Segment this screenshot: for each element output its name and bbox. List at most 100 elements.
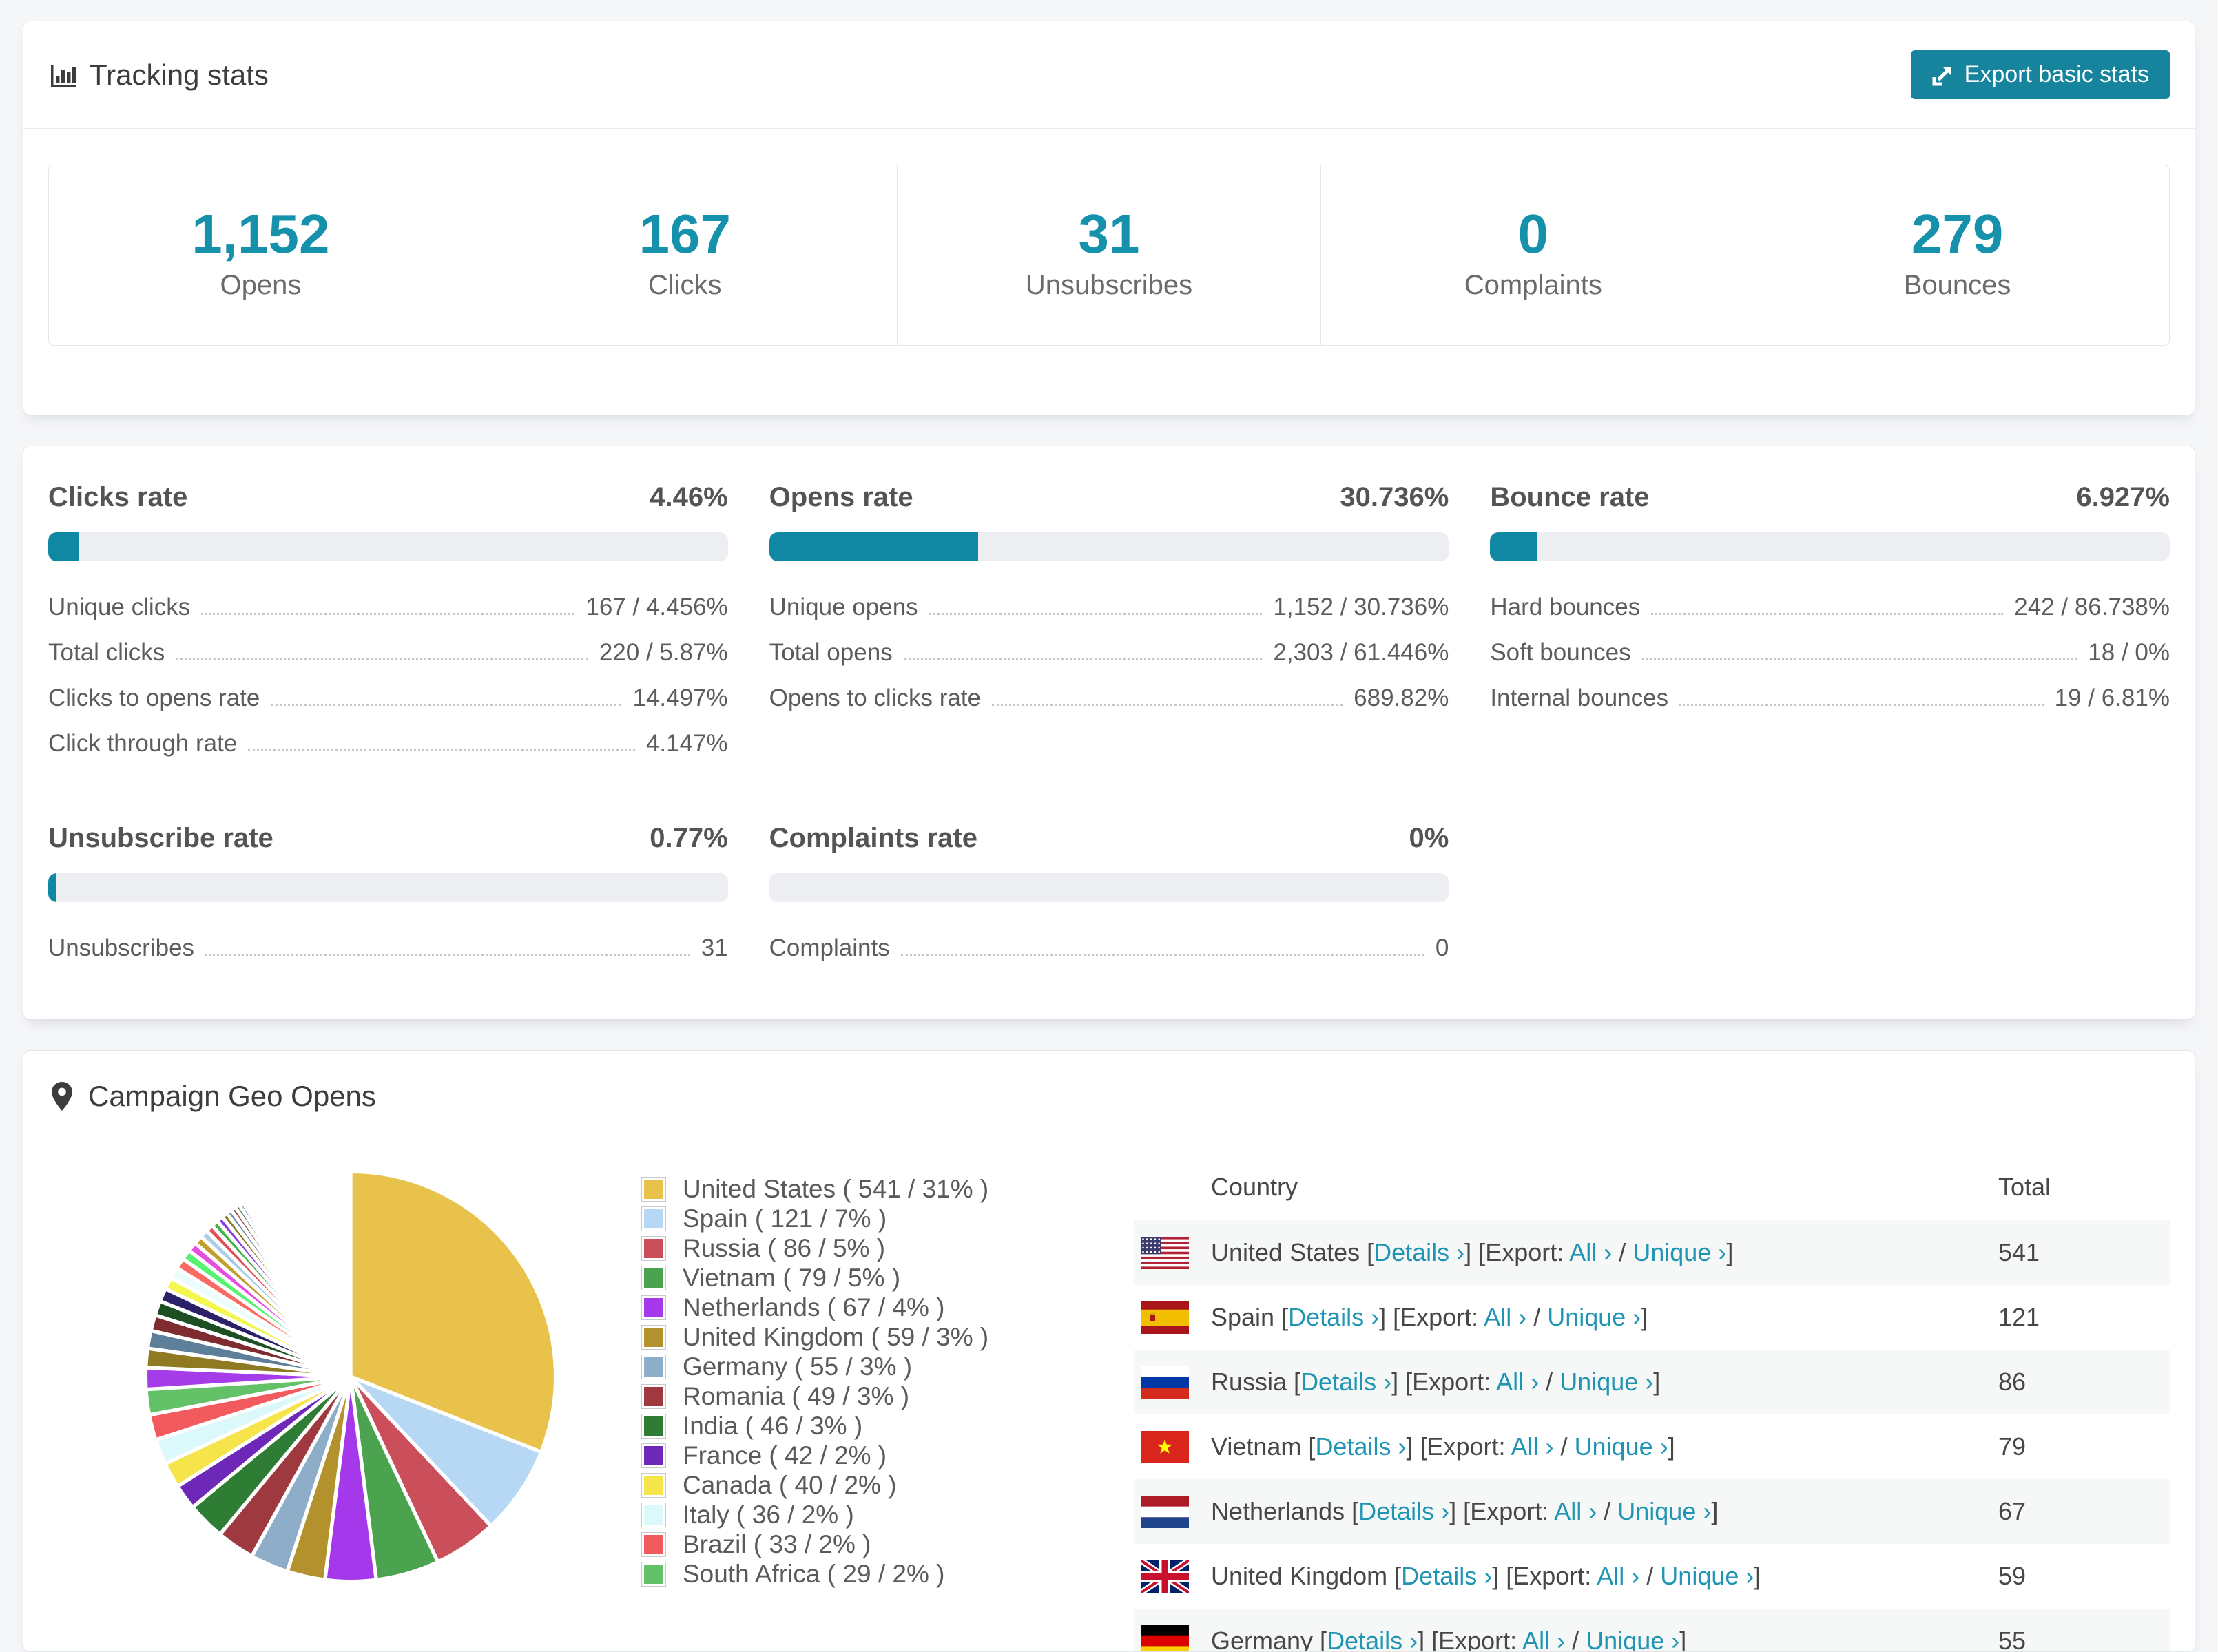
total-column-header: Total bbox=[1998, 1173, 2170, 1202]
country-name: United Kingdom bbox=[1211, 1562, 1387, 1590]
flag-es-icon bbox=[1141, 1301, 1189, 1334]
flag-de-icon bbox=[1141, 1625, 1189, 1652]
legend-item: United Kingdom ( 59 / 3% ) bbox=[641, 1322, 1082, 1352]
details-link[interactable]: Details › bbox=[1288, 1303, 1379, 1331]
rate-detail-value: 31 bbox=[701, 934, 728, 962]
export-all-link[interactable]: All › bbox=[1511, 1432, 1554, 1461]
summary-stat-value: 1,152 bbox=[49, 205, 473, 263]
export-unique-link[interactable]: Unique › bbox=[1575, 1432, 1668, 1461]
legend-label: Spain ( 121 / 7% ) bbox=[683, 1204, 887, 1233]
details-link[interactable]: Details › bbox=[1315, 1432, 1406, 1461]
legend-label: Italy ( 36 / 2% ) bbox=[683, 1501, 854, 1529]
rate-detail-label: Opens to clicks rate bbox=[769, 684, 981, 712]
summary-stat-value: 0 bbox=[1321, 205, 1745, 263]
export-unique-link[interactable]: Unique › bbox=[1547, 1303, 1641, 1331]
rate-detail-row: Total clicks 220 / 5.87% bbox=[48, 630, 728, 676]
rate-detail-value: 1,152 / 30.736% bbox=[1273, 594, 1449, 621]
export-unique-link[interactable]: Unique › bbox=[1617, 1497, 1711, 1525]
legend-swatch bbox=[641, 1325, 666, 1350]
geo-table-row: United States [Details ›] [Export: All ›… bbox=[1134, 1220, 2170, 1285]
rate-block: Bounce rate 6.927% Hard bounces 242 / 86… bbox=[1490, 482, 2170, 766]
legend-swatch bbox=[641, 1473, 666, 1498]
country-total: 121 bbox=[1998, 1303, 2170, 1332]
rate-detail-rows: Hard bounces 242 / 86.738% Soft bounces … bbox=[1490, 585, 2170, 721]
details-link[interactable]: Details › bbox=[1300, 1368, 1391, 1396]
dotted-leader bbox=[1642, 658, 2077, 660]
export-all-link[interactable]: All › bbox=[1484, 1303, 1526, 1331]
rate-value: 0% bbox=[1409, 823, 1449, 854]
rate-title: Clicks rate bbox=[48, 482, 187, 513]
country-total: 86 bbox=[1998, 1368, 2170, 1397]
legend-label: Romania ( 49 / 3% ) bbox=[683, 1382, 909, 1411]
export-basic-stats-button[interactable]: Export basic stats bbox=[1911, 50, 2170, 99]
details-link[interactable]: Details › bbox=[1401, 1562, 1492, 1590]
rate-detail-row: Unique opens 1,152 / 30.736% bbox=[769, 585, 1449, 630]
rate-detail-row: Hard bounces 242 / 86.738% bbox=[1490, 585, 2170, 630]
export-all-link[interactable]: All › bbox=[1569, 1238, 1612, 1266]
legend-label: South Africa ( 29 / 2% ) bbox=[683, 1560, 944, 1589]
rate-block: Complaints rate 0% Complaints 0 bbox=[769, 823, 1449, 971]
rate-value: 6.927% bbox=[2076, 482, 2170, 513]
rate-progress-fill bbox=[48, 873, 56, 902]
export-all-link[interactable]: All › bbox=[1496, 1368, 1539, 1396]
rate-detail-value: 14.497% bbox=[632, 684, 727, 712]
campaign-geo-opens-card: Campaign Geo Opens United States ( 541 /… bbox=[23, 1050, 2195, 1652]
rate-progress-bar bbox=[48, 873, 728, 902]
legend-swatch bbox=[641, 1443, 666, 1468]
geo-table-header: Country Total bbox=[1134, 1155, 2170, 1220]
summary-stat-value: 31 bbox=[898, 205, 1321, 263]
geo-header: Campaign Geo Opens bbox=[23, 1051, 2195, 1142]
export-unique-link[interactable]: Unique › bbox=[1633, 1238, 1726, 1266]
geo-title: Campaign Geo Opens bbox=[48, 1080, 376, 1113]
rates-grid: Clicks rate 4.46% Unique clicks 167 / 4.… bbox=[23, 446, 2195, 1019]
export-label: Export: bbox=[1485, 1238, 1569, 1266]
summary-stat-label: Unsubscribes bbox=[898, 270, 1321, 301]
country-name: United States bbox=[1211, 1238, 1360, 1266]
rate-detail-row: Complaints 0 bbox=[769, 926, 1449, 971]
flag-vn-icon bbox=[1141, 1431, 1189, 1463]
export-label: Export: bbox=[1470, 1497, 1554, 1525]
rate-value: 30.736% bbox=[1340, 482, 1449, 513]
export-unique-link[interactable]: Unique › bbox=[1559, 1368, 1653, 1396]
export-all-link[interactable]: All › bbox=[1554, 1497, 1597, 1525]
rate-detail-label: Total clicks bbox=[48, 639, 165, 667]
country-name: Netherlands bbox=[1211, 1497, 1345, 1525]
export-label: Export: bbox=[1427, 1432, 1511, 1461]
rate-detail-value: 689.82% bbox=[1354, 684, 1449, 712]
legend-item: Brazil ( 33 / 2% ) bbox=[641, 1529, 1082, 1559]
export-all-link[interactable]: All › bbox=[1522, 1627, 1565, 1652]
legend-label: Vietnam ( 79 / 5% ) bbox=[683, 1264, 900, 1293]
export-label: Export: bbox=[1400, 1303, 1484, 1331]
details-link[interactable]: Details › bbox=[1374, 1238, 1464, 1266]
geo-table-row: Russia [Details ›] [Export: All › / Uniq… bbox=[1134, 1350, 2170, 1414]
export-icon bbox=[1931, 63, 1955, 87]
rate-detail-rows: Complaints 0 bbox=[769, 926, 1449, 971]
legend-label: Russia ( 86 / 5% ) bbox=[683, 1234, 885, 1263]
rate-detail-value: 0 bbox=[1436, 934, 1449, 962]
rate-value: 4.46% bbox=[650, 482, 727, 513]
rate-detail-value: 167 / 4.456% bbox=[585, 594, 727, 621]
rate-detail-label: Soft bounces bbox=[1490, 639, 1630, 667]
rate-title: Bounce rate bbox=[1490, 482, 1649, 513]
dotted-leader bbox=[901, 954, 1424, 956]
details-link[interactable]: Details › bbox=[1327, 1627, 1418, 1652]
rate-detail-rows: Unique clicks 167 / 4.456% Total clicks … bbox=[48, 585, 728, 766]
legend-item: Germany ( 55 / 3% ) bbox=[641, 1352, 1082, 1381]
rate-detail-label: Unsubscribes bbox=[48, 934, 194, 962]
legend-swatch bbox=[641, 1562, 666, 1587]
dotted-leader bbox=[929, 613, 1263, 615]
details-link[interactable]: Details › bbox=[1358, 1497, 1449, 1525]
country-name: Germany bbox=[1211, 1627, 1313, 1652]
rate-title: Complaints rate bbox=[769, 823, 977, 854]
export-unique-link[interactable]: Unique › bbox=[1660, 1562, 1754, 1590]
geo-table-row: Netherlands [Details ›] [Export: All › /… bbox=[1134, 1479, 2170, 1544]
rate-detail-row: Unique clicks 167 / 4.456% bbox=[48, 585, 728, 630]
rate-detail-row: Unsubscribes 31 bbox=[48, 926, 728, 971]
export-all-link[interactable]: All › bbox=[1597, 1562, 1639, 1590]
legend-label: Netherlands ( 67 / 4% ) bbox=[683, 1293, 944, 1322]
tracking-stats-title: Tracking stats bbox=[48, 59, 269, 92]
export-unique-link[interactable]: Unique › bbox=[1586, 1627, 1679, 1652]
rate-detail-row: Internal bounces 19 / 6.81% bbox=[1490, 676, 2170, 721]
export-basic-stats-label: Export basic stats bbox=[1965, 61, 2149, 88]
flag-us-icon bbox=[1141, 1237, 1189, 1269]
